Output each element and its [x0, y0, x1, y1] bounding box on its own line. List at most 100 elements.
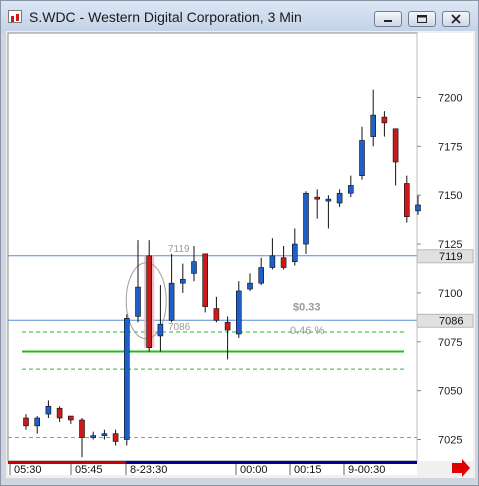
candle[interactable]	[213, 296, 220, 323]
candle[interactable]	[191, 246, 197, 282]
candle-body	[213, 308, 220, 321]
candle[interactable]	[269, 238, 276, 270]
scroll-right-arrow-icon[interactable]	[452, 459, 470, 477]
y-tick-label: 7025	[438, 435, 462, 447]
candle[interactable]	[258, 257, 264, 286]
candle-body	[403, 183, 410, 218]
candle[interactable]	[370, 89, 377, 147]
candle[interactable]	[45, 400, 52, 419]
candle[interactable]	[236, 281, 242, 338]
candle-body	[314, 196, 321, 200]
window-title: S.WDC - Western Digital Corporation, 3 M…	[29, 9, 302, 25]
y-tick-label: 7125	[438, 239, 462, 251]
candle[interactable]	[336, 189, 343, 207]
selection-ellipse	[125, 262, 167, 340]
candle-body	[359, 140, 365, 176]
minimize-button[interactable]	[374, 11, 402, 27]
y-tick-label: 7050	[438, 386, 462, 398]
candle-body	[180, 278, 186, 284]
title-bar[interactable]: S.WDC - Western Digital Corporation, 3 M…	[1, 1, 478, 31]
candle-body	[34, 417, 41, 427]
candle-body	[23, 417, 29, 427]
candle[interactable]	[291, 228, 298, 266]
price-change-percent: 0.46 %	[290, 325, 324, 337]
candle-body	[202, 253, 208, 307]
candle-body	[303, 192, 309, 245]
price-tag-label: 7086	[439, 315, 463, 327]
candle-body	[258, 267, 264, 284]
candle[interactable]	[112, 429, 119, 446]
maximize-button[interactable]	[408, 11, 436, 27]
x-tick-label: 9-00:30	[348, 464, 385, 476]
candle[interactable]	[146, 240, 152, 352]
y-tick-label: 7100	[438, 288, 462, 300]
candle-body	[370, 114, 377, 137]
time-axis	[8, 461, 417, 475]
candle-body	[280, 257, 287, 268]
candle-body	[236, 290, 242, 335]
candle[interactable]	[67, 415, 74, 424]
candle[interactable]	[314, 189, 321, 219]
candle[interactable]	[325, 195, 332, 229]
candle-body	[101, 433, 108, 436]
candle-body	[336, 192, 343, 204]
candle[interactable]	[280, 246, 287, 270]
candle-body	[135, 286, 141, 317]
candle[interactable]	[157, 285, 164, 352]
x-tick-label: 05:30	[14, 464, 42, 476]
candle[interactable]	[403, 175, 410, 223]
candle[interactable]	[56, 406, 63, 422]
candle-body	[247, 282, 253, 290]
candle[interactable]	[381, 111, 388, 137]
candle-body	[415, 204, 421, 212]
price-tag-box	[416, 249, 474, 264]
candle[interactable]	[303, 191, 309, 254]
candle[interactable]	[34, 416, 41, 434]
candle[interactable]	[168, 253, 175, 323]
candle[interactable]	[415, 195, 421, 215]
candle-body	[269, 255, 276, 268]
candle[interactable]	[247, 273, 253, 291]
x-tick-label: 05:45	[75, 464, 103, 476]
time-axis-bar-left	[8, 461, 126, 464]
candle[interactable]	[392, 128, 399, 186]
candle[interactable]	[124, 314, 130, 446]
candle-body	[347, 185, 354, 194]
high-value-label: 7119	[168, 244, 190, 255]
x-tick-label: 8-23:30	[130, 464, 167, 476]
candle[interactable]	[90, 431, 96, 440]
x-tick-label: 00:00	[240, 464, 268, 476]
candle-body	[45, 405, 52, 415]
candle[interactable]	[101, 429, 108, 440]
candle[interactable]	[23, 414, 29, 430]
candle[interactable]	[180, 263, 186, 293]
price-axis	[417, 33, 473, 461]
candle-body	[224, 321, 231, 331]
candle-body	[157, 323, 164, 337]
candle[interactable]	[79, 418, 85, 458]
price-tag-box	[416, 313, 474, 328]
candle-body	[291, 243, 298, 262]
close-button[interactable]	[442, 11, 470, 27]
time-axis-bar-right	[126, 461, 417, 464]
candle[interactable]	[224, 316, 231, 360]
candle[interactable]	[359, 126, 365, 180]
candle-body	[168, 282, 175, 321]
close-icon	[451, 14, 461, 24]
candle-body	[79, 419, 85, 438]
candle[interactable]	[347, 175, 354, 198]
plot-area[interactable]	[7, 32, 418, 462]
minimize-icon	[384, 20, 392, 22]
candle[interactable]	[202, 253, 208, 313]
candle[interactable]	[135, 240, 141, 323]
candle-body	[392, 128, 399, 163]
candle-body	[124, 318, 130, 440]
candle-body	[381, 116, 388, 124]
candle-body	[56, 407, 63, 419]
candlestick-chart[interactable]: 7200 7175 7150 7125 7100 7075 7050 7025 7119 708…	[6, 31, 475, 478]
low-value-label: 7086	[168, 322, 191, 333]
candle-body	[146, 255, 152, 348]
chart-area[interactable]: 7200 7175 7150 7125 7100 7075 7050 7025 7119 708…	[6, 31, 475, 478]
y-tick-label: 7150	[438, 190, 462, 202]
